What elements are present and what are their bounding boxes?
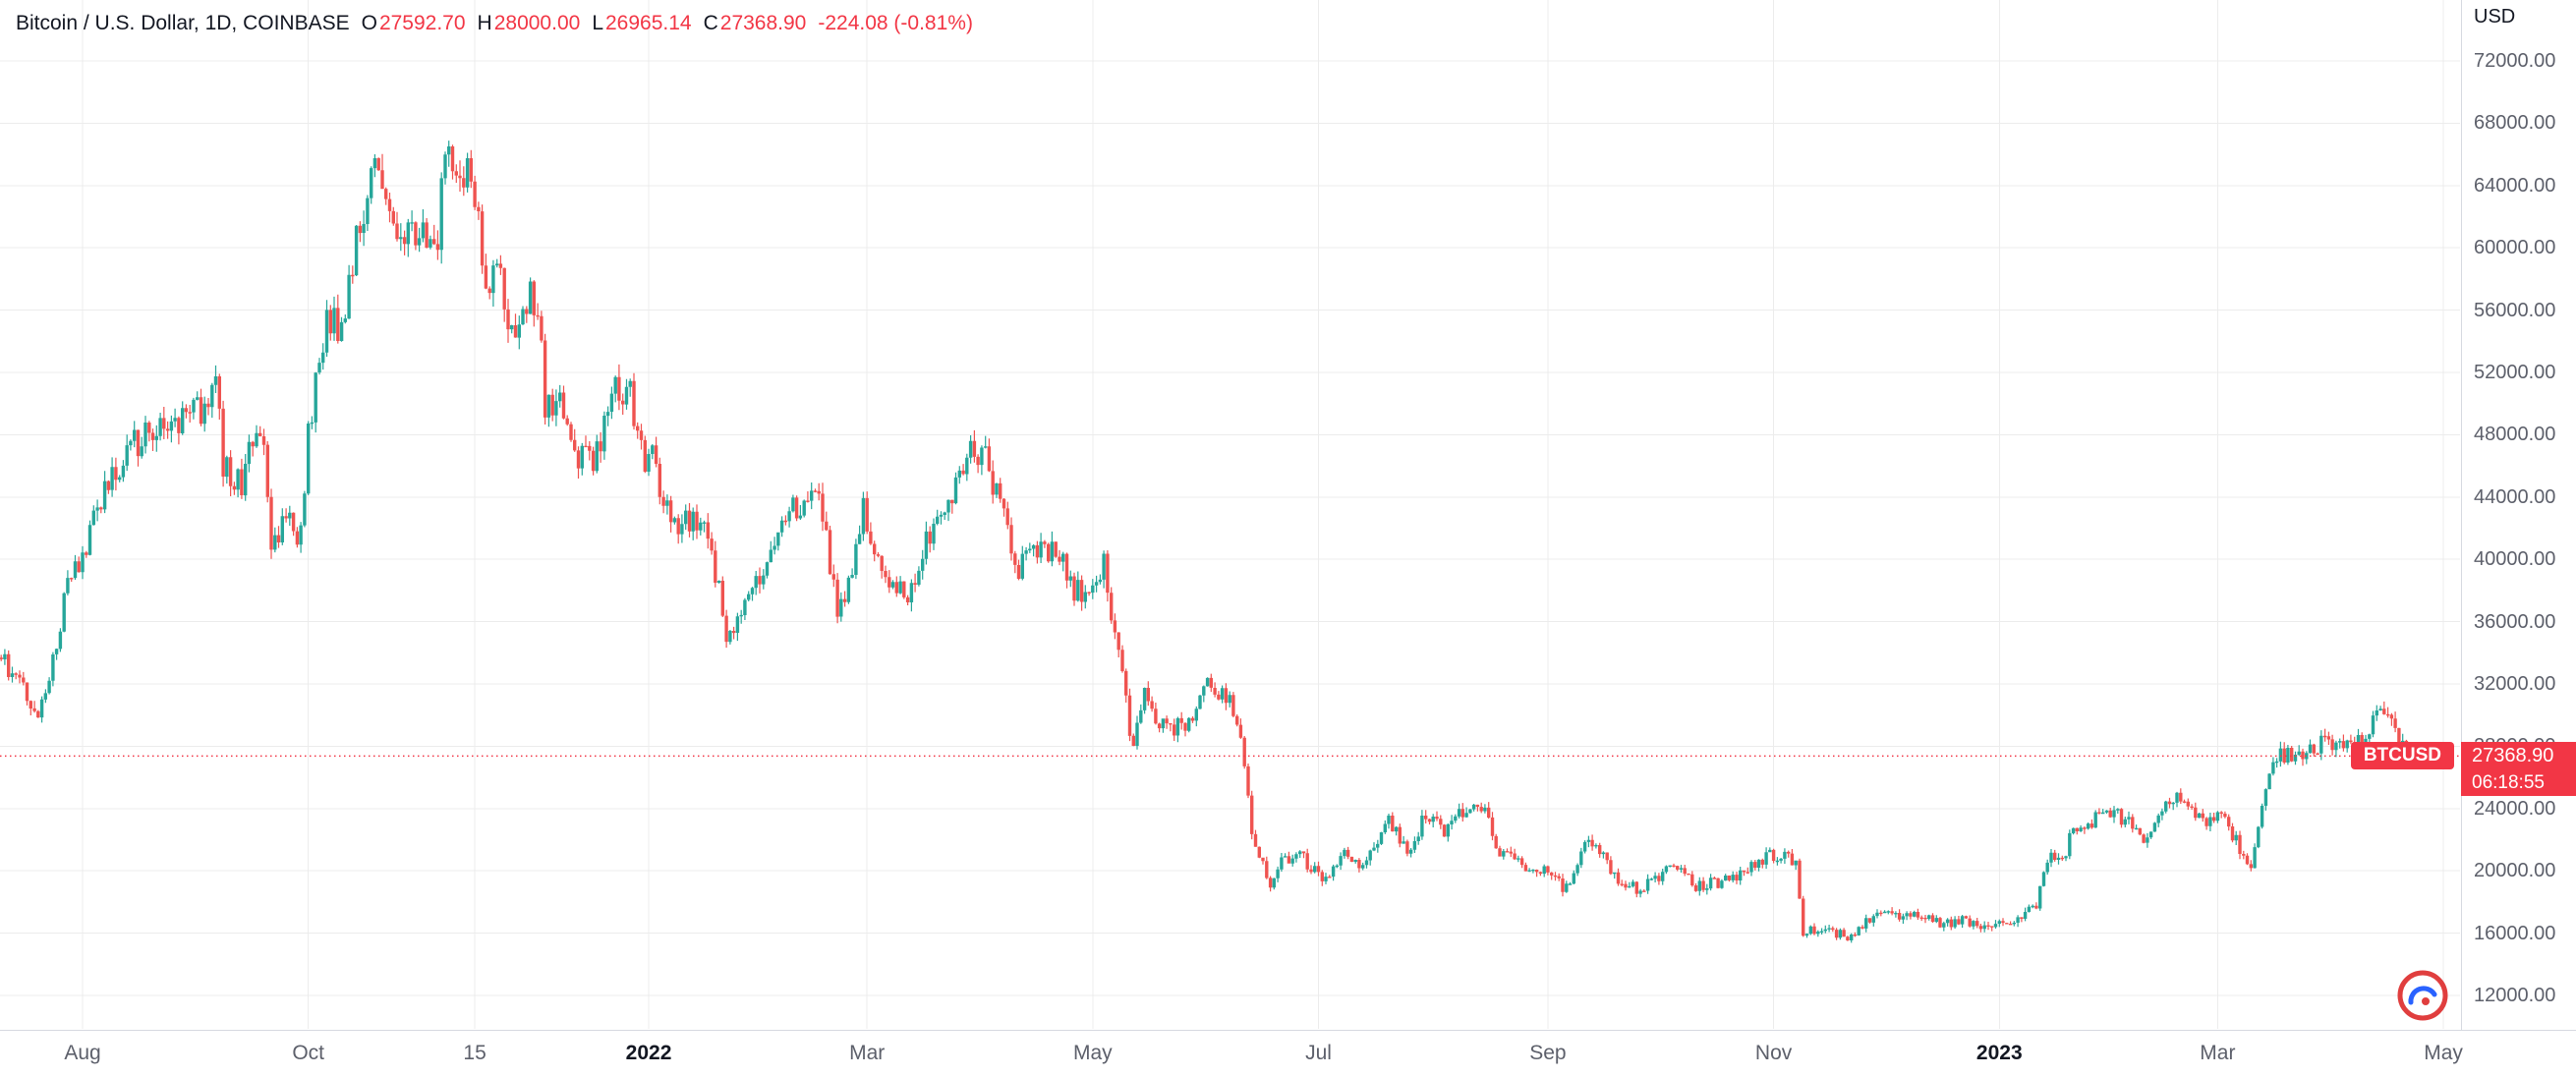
last-price-tag: 27368.90	[2461, 742, 2576, 770]
price-tick-label: 36000.00	[2474, 610, 2556, 633]
change-value: -224.08 (-0.81%)	[818, 12, 973, 34]
time-tick-label: May	[1073, 1042, 1113, 1064]
symbol-legend: Bitcoin / U.S. Dollar, 1D, COINBASE O275…	[16, 12, 973, 35]
close-value: 27368.90	[719, 12, 807, 34]
price-tick-label: 40000.00	[2474, 548, 2556, 571]
bar-countdown: 06:18:55	[2461, 769, 2576, 797]
high-value: 28000.00	[493, 12, 581, 34]
price-tick-label: 60000.00	[2474, 237, 2556, 259]
close-label: C	[703, 12, 718, 34]
time-tick-label: Sep	[1529, 1042, 1567, 1064]
time-tick-year-label: 2023	[1975, 1042, 2023, 1064]
time-tick-label: Jul	[1305, 1042, 1332, 1064]
low-value: 26965.14	[605, 12, 692, 34]
price-tick-label: 48000.00	[2474, 424, 2556, 446]
low-label: L	[592, 12, 603, 34]
chart-gridlines	[0, 0, 2460, 1029]
open-value: 27592.70	[378, 12, 466, 34]
price-tick-label: 72000.00	[2474, 50, 2556, 72]
time-tick-label: May	[2424, 1042, 2463, 1064]
candles-series	[0, 141, 2420, 943]
symbol-price-flag: BTCUSD	[2350, 742, 2454, 770]
price-tick-label: 68000.00	[2474, 112, 2556, 135]
price-tick-label: 32000.00	[2474, 673, 2556, 695]
price-tick-label: 24000.00	[2474, 797, 2556, 820]
time-tick-label: Mar	[849, 1042, 886, 1064]
price-tick-label: 12000.00	[2474, 985, 2556, 1006]
open-label: O	[361, 12, 377, 34]
currency-label: USD	[2474, 6, 2516, 28]
price-tick-label: 20000.00	[2474, 860, 2556, 882]
high-label: H	[477, 12, 492, 34]
close-readout: C27368.90	[704, 12, 807, 35]
high-readout: H28000.00	[478, 12, 581, 35]
time-tick-year-label: 2022	[625, 1042, 672, 1064]
time-tick-label: Aug	[64, 1042, 101, 1064]
price-tick-label: 16000.00	[2474, 922, 2556, 944]
time-tick-label: 15	[463, 1042, 487, 1064]
price-axis[interactable]: USD 72000.00 68000.00 64000.00 60000.00 5600…	[2461, 0, 2576, 1030]
time-tick-label: Nov	[1754, 1042, 1793, 1064]
time-tick-label: Mar	[2200, 1042, 2236, 1064]
price-tick-label: 64000.00	[2474, 174, 2556, 197]
price-tick-label: 52000.00	[2474, 362, 2556, 383]
price-tick-label: 44000.00	[2474, 485, 2556, 508]
site-badge-icon[interactable]	[2396, 969, 2449, 1022]
price-tick-label: 56000.00	[2474, 299, 2556, 321]
low-readout: L26965.14	[592, 12, 691, 35]
symbol-title[interactable]: Bitcoin / U.S. Dollar, 1D, COINBASE	[16, 12, 350, 34]
time-tick-label: Oct	[292, 1042, 324, 1064]
last-price-tag-value: 27368.90	[2472, 745, 2554, 767]
time-axis[interactable]: Aug Oct 15 2022 Mar May Jul Sep Nov 2023 Mar May	[0, 1030, 2576, 1077]
open-readout: O27592.70	[362, 12, 466, 35]
